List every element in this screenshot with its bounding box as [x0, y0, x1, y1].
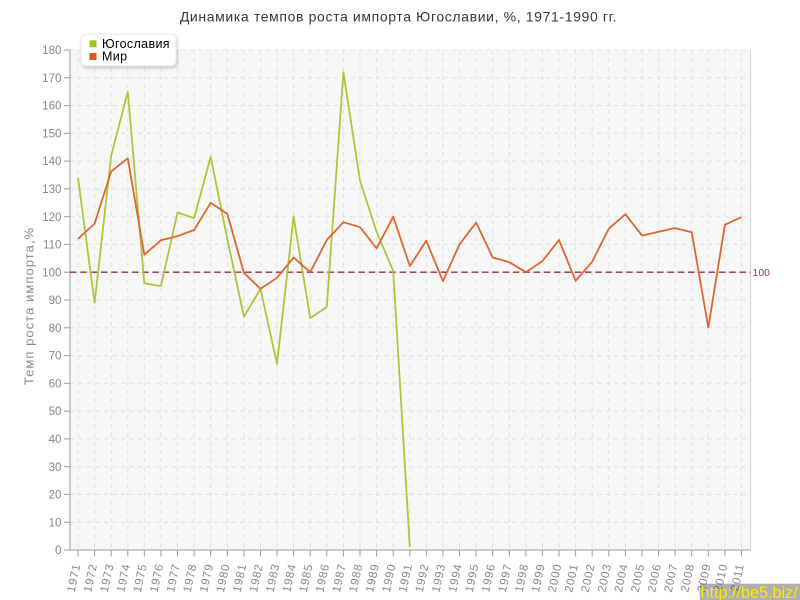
- svg-text:2001: 2001: [562, 562, 581, 593]
- svg-text:170: 170: [42, 72, 61, 85]
- svg-text:30: 30: [49, 461, 62, 474]
- svg-text:0: 0: [55, 544, 61, 557]
- svg-text:100: 100: [753, 267, 771, 279]
- svg-text:1995: 1995: [463, 562, 482, 593]
- svg-text:20: 20: [49, 489, 62, 502]
- svg-text:1993: 1993: [430, 562, 449, 593]
- svg-text:1981: 1981: [231, 562, 250, 593]
- svg-text:150: 150: [42, 127, 61, 140]
- svg-text:Югославия: Югославия: [102, 37, 170, 51]
- svg-text:10: 10: [49, 516, 62, 529]
- svg-text:1989: 1989: [363, 562, 382, 593]
- svg-text:http://be5.biz/: http://be5.biz/: [701, 584, 799, 600]
- svg-text:1972: 1972: [81, 562, 100, 593]
- svg-text:50: 50: [49, 405, 62, 418]
- svg-text:2007: 2007: [662, 562, 681, 593]
- svg-text:110: 110: [43, 239, 61, 252]
- svg-text:70: 70: [49, 350, 62, 363]
- svg-text:2004: 2004: [612, 562, 631, 593]
- svg-text:Мир: Мир: [102, 50, 127, 64]
- svg-text:2002: 2002: [579, 562, 598, 593]
- svg-text:1986: 1986: [313, 562, 332, 593]
- svg-text:2005: 2005: [629, 562, 648, 593]
- svg-text:60: 60: [49, 377, 62, 390]
- svg-text:1984: 1984: [280, 562, 299, 593]
- svg-text:1973: 1973: [98, 562, 117, 593]
- svg-text:Темп роста импорта,%: Темп роста импорта,%: [22, 227, 37, 385]
- svg-text:1997: 1997: [496, 562, 515, 593]
- svg-text:1988: 1988: [347, 562, 366, 593]
- svg-text:1991: 1991: [396, 562, 415, 593]
- svg-text:80: 80: [49, 322, 62, 335]
- svg-text:120: 120: [42, 211, 61, 224]
- svg-text:1976: 1976: [148, 562, 167, 593]
- svg-text:1971: 1971: [65, 562, 84, 593]
- svg-text:40: 40: [49, 433, 62, 446]
- svg-text:100: 100: [42, 266, 61, 279]
- svg-text:2006: 2006: [645, 562, 664, 593]
- svg-text:1979: 1979: [197, 562, 216, 593]
- svg-text:1982: 1982: [247, 562, 266, 593]
- svg-text:180: 180: [42, 44, 61, 57]
- svg-text:140: 140: [42, 155, 61, 168]
- svg-text:130: 130: [42, 183, 61, 196]
- svg-text:1987: 1987: [330, 562, 349, 593]
- svg-text:90: 90: [49, 294, 62, 307]
- svg-text:1975: 1975: [131, 562, 150, 593]
- svg-text:1998: 1998: [513, 562, 532, 593]
- svg-text:1980: 1980: [214, 562, 233, 593]
- svg-text:2011: 2011: [728, 562, 747, 592]
- svg-text:1999: 1999: [529, 562, 548, 593]
- svg-text:2003: 2003: [595, 562, 614, 593]
- svg-text:1974: 1974: [114, 562, 133, 593]
- svg-text:1996: 1996: [479, 562, 498, 593]
- svg-text:1977: 1977: [164, 562, 183, 593]
- svg-text:1983: 1983: [264, 562, 283, 593]
- svg-text:2000: 2000: [546, 562, 565, 593]
- svg-text:2009: 2009: [695, 562, 714, 593]
- svg-text:1978: 1978: [181, 562, 200, 593]
- svg-text:2010: 2010: [712, 562, 731, 593]
- svg-text:1990: 1990: [380, 562, 399, 593]
- svg-text:160: 160: [42, 100, 61, 113]
- svg-text:1985: 1985: [297, 562, 316, 593]
- svg-text:1992: 1992: [413, 562, 432, 593]
- svg-text:2008: 2008: [678, 562, 697, 593]
- svg-text:1994: 1994: [446, 562, 465, 593]
- svg-text:Динамика темпов роста импорта: Динамика темпов роста импорта Югославии,…: [180, 9, 617, 25]
